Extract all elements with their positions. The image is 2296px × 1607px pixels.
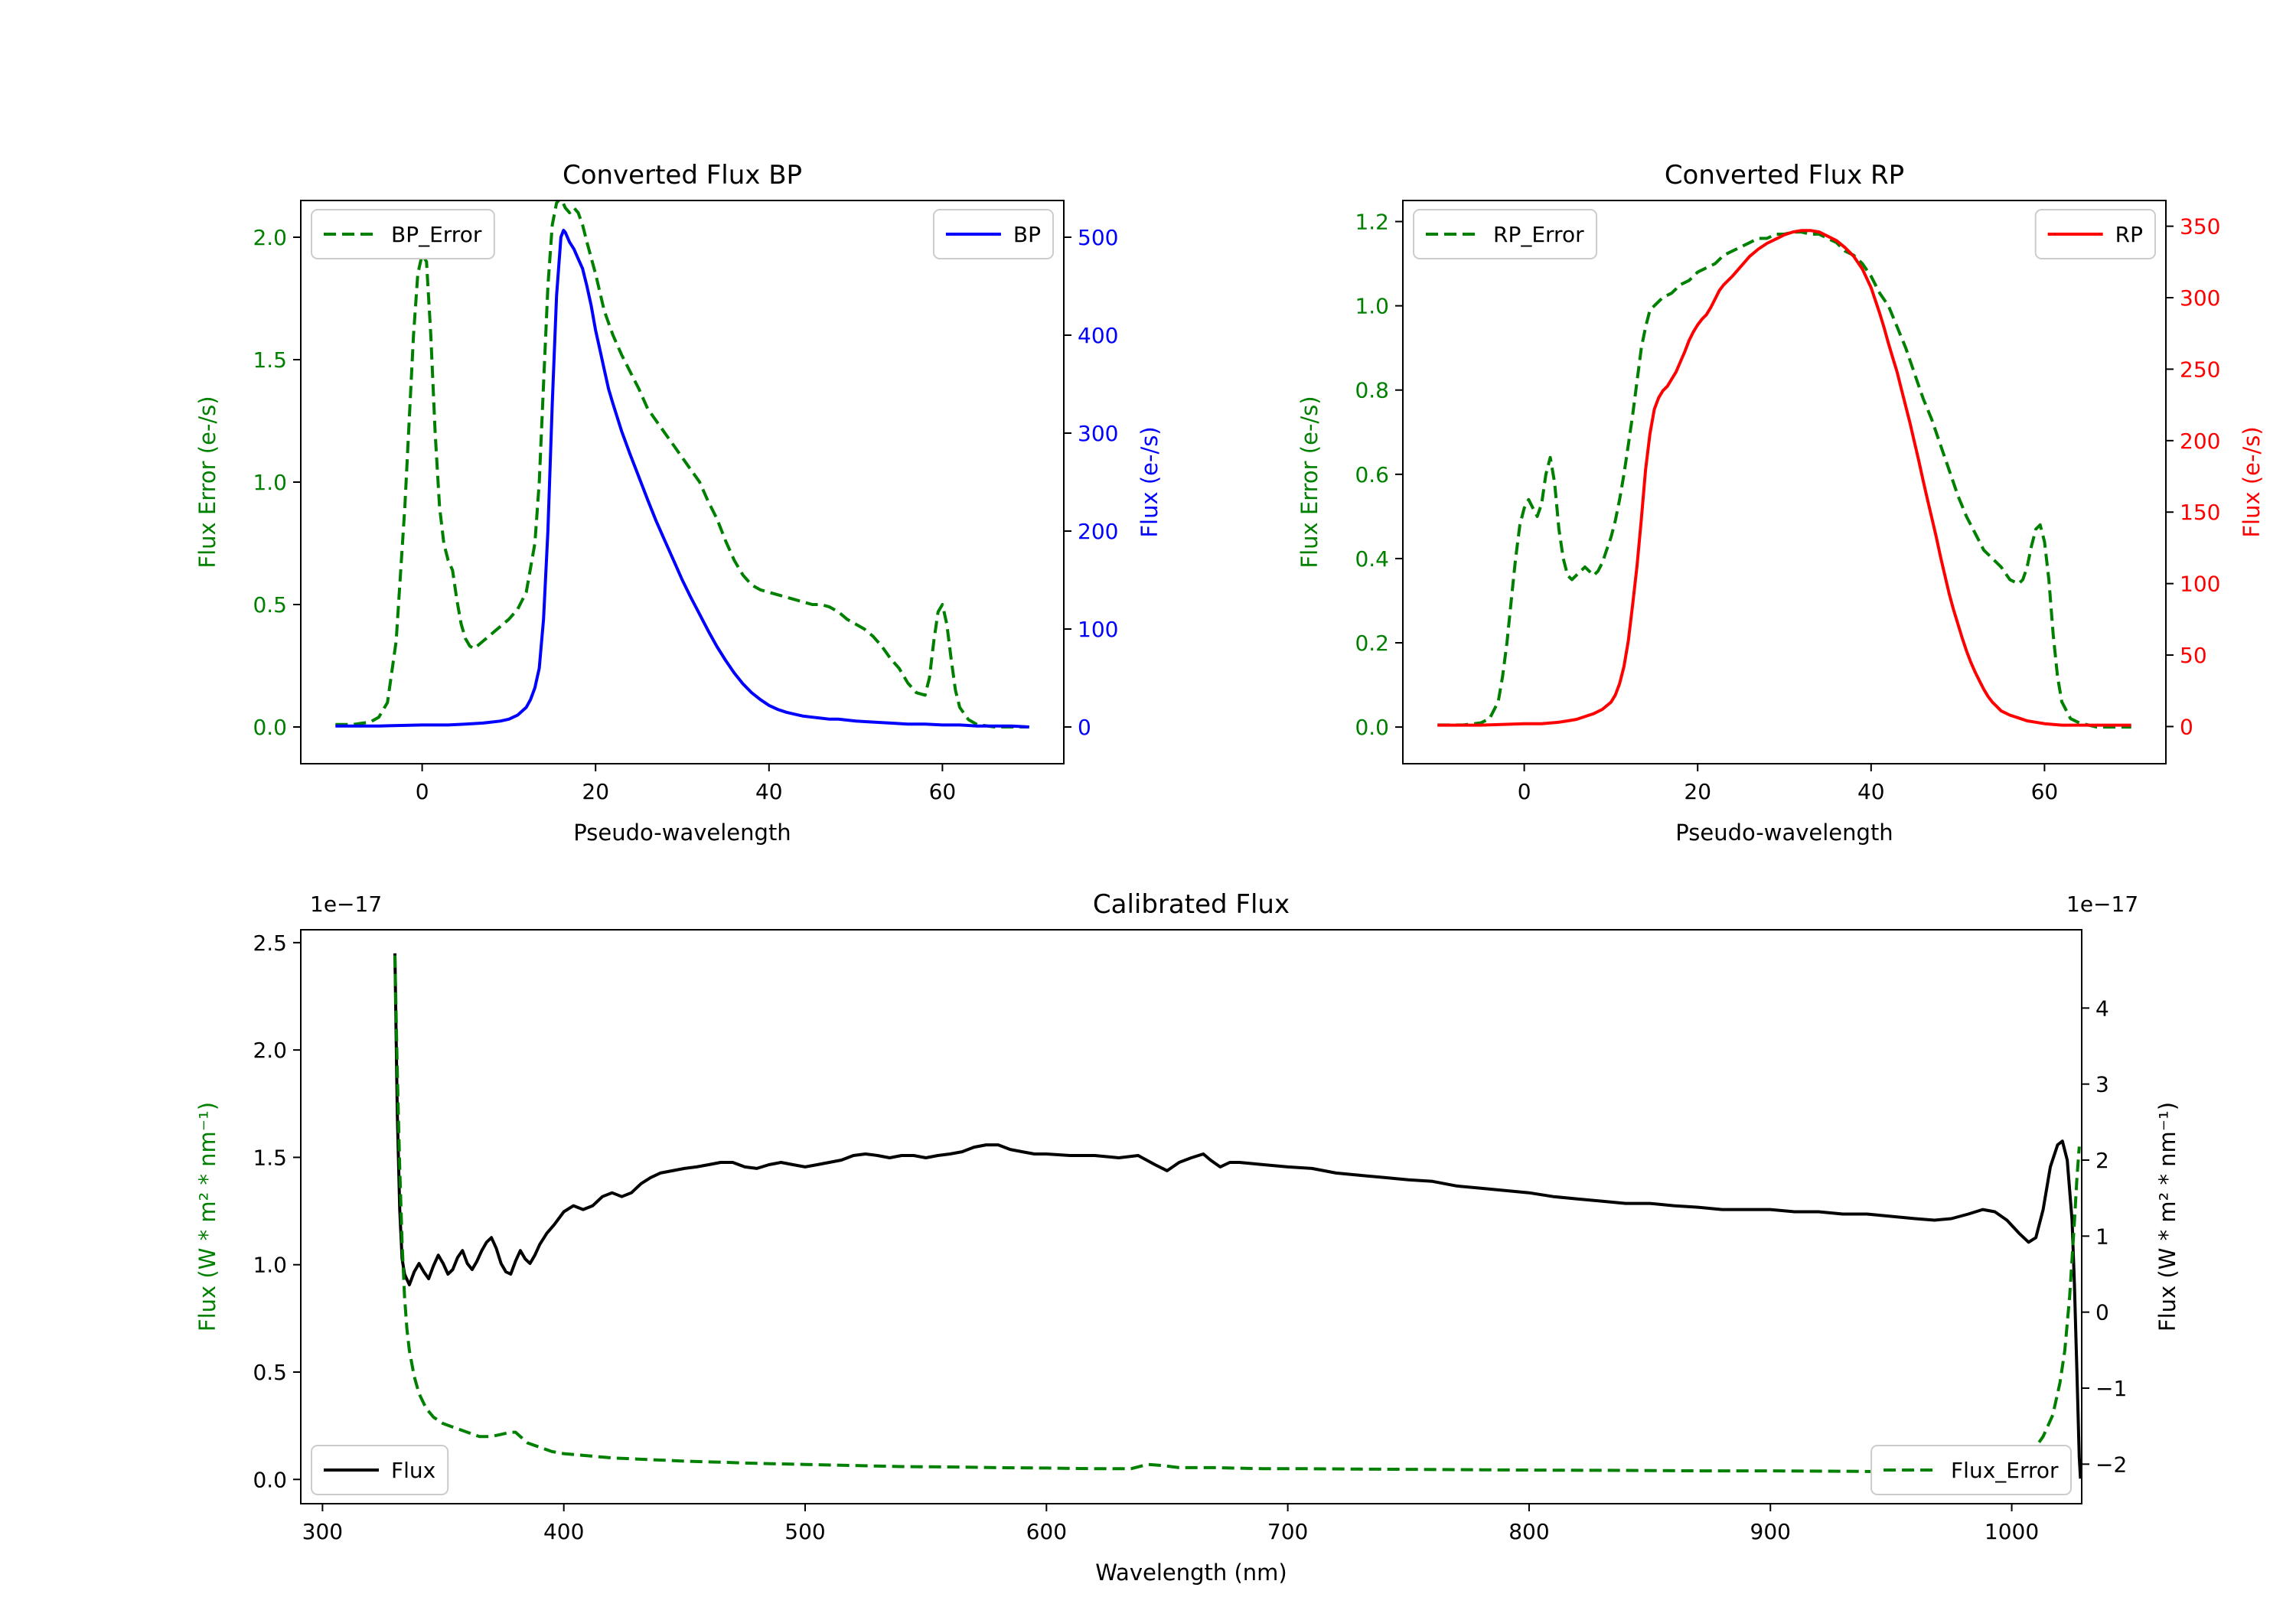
right-tick-label: 0 xyxy=(1078,715,1091,740)
left-tick-label: 0.2 xyxy=(1355,631,1389,656)
left-tick-label: 0.0 xyxy=(1355,715,1389,740)
legend-label: Flux xyxy=(391,1458,435,1483)
chart-rp: 0 20 40 60 0.0 0.2 0.4 0.6 0.8 1.0 1.2 0 50 100 150 200… xyxy=(1296,160,2265,846)
x-tick-label: 40 xyxy=(1857,779,1885,804)
left-axis-offset: 1e−17 xyxy=(310,892,382,917)
legend-label: BP xyxy=(1013,222,1041,247)
right-tick-label: 300 xyxy=(1078,421,1118,446)
right-tick-label: 100 xyxy=(2180,572,2220,597)
right-axis-offset: 1e−17 xyxy=(2066,892,2138,917)
series-line-Flux_Error xyxy=(393,955,2081,1474)
left-tick-label: 0.0 xyxy=(253,715,287,740)
left-tick-label: 1.2 xyxy=(1355,210,1389,235)
x-axis-label: Wavelength (nm) xyxy=(1095,1560,1287,1586)
x-tick-label: 300 xyxy=(302,1519,343,1544)
left-tick-label: 2.5 xyxy=(253,931,287,956)
right-tick-label: −2 xyxy=(2095,1452,2127,1477)
x-tick-label: 700 xyxy=(1267,1519,1308,1544)
x-tick-label: 20 xyxy=(1684,779,1711,804)
x-tick-label: 60 xyxy=(929,779,957,804)
series-line-RP_Error xyxy=(1437,230,2131,729)
right-tick-label: 2 xyxy=(2095,1148,2109,1173)
legend-frame xyxy=(1413,209,1598,259)
left-tick-label: 0.4 xyxy=(1355,546,1389,572)
left-tick-label: 0.5 xyxy=(253,592,287,618)
right-tick-label: 350 xyxy=(2180,214,2220,240)
left-tick-label: 1.0 xyxy=(253,470,287,495)
legend-label: RP_Error xyxy=(1493,222,1584,247)
legend-BP_Error: BP_Error xyxy=(311,209,495,259)
left-tick-label: 2.0 xyxy=(253,1038,287,1063)
right-tick-label: 4 xyxy=(2095,996,2109,1021)
chart-title: Converted Flux RP xyxy=(1665,160,1904,191)
x-tick-label: 1000 xyxy=(1985,1519,2039,1544)
legend-RP: RP xyxy=(2034,209,2156,259)
left-axis-label: Flux Error (e-/s) xyxy=(1296,396,1322,568)
x-tick-label: 60 xyxy=(2031,779,2059,804)
left-tick-label: 0.5 xyxy=(253,1360,287,1385)
legend-Flux: Flux xyxy=(311,1445,449,1495)
legend-BP: BP xyxy=(932,209,1054,259)
legend-RP_Error: RP_Error xyxy=(1413,209,1598,259)
right-tick-label: 0 xyxy=(2180,714,2193,739)
left-tick-label: 1.5 xyxy=(253,1145,287,1170)
left-tick-label: 1.0 xyxy=(253,1253,287,1278)
x-axis-label: Pseudo-wavelength xyxy=(1675,820,1893,846)
legend-label: Flux_Error xyxy=(1951,1458,2059,1483)
series-line-BP xyxy=(335,229,1029,729)
right-tick-label: 50 xyxy=(2180,643,2207,668)
chart-title: Calibrated Flux xyxy=(1093,889,1290,920)
x-tick-label: 800 xyxy=(1508,1519,1549,1544)
x-axis-label: Pseudo-wavelength xyxy=(573,820,791,846)
x-tick-label: 40 xyxy=(755,779,783,804)
left-tick-label: 2.0 xyxy=(253,225,287,250)
series-line-BP_Error xyxy=(335,200,1029,729)
legend-label: BP_Error xyxy=(391,222,482,247)
legend-frame xyxy=(1870,1445,2072,1495)
left-tick-label: 0.8 xyxy=(1355,378,1389,403)
right-tick-label: 250 xyxy=(2180,357,2220,382)
right-tick-label: 300 xyxy=(2180,285,2220,311)
left-tick-label: 1.0 xyxy=(1355,294,1389,319)
series-line-RP xyxy=(1437,229,2131,727)
x-tick-label: 20 xyxy=(582,779,609,804)
right-axis-label: Flux (e-/s) xyxy=(1137,426,1163,537)
right-tick-label: −1 xyxy=(2095,1376,2127,1401)
legend-frame xyxy=(311,209,495,259)
right-tick-label: 200 xyxy=(2180,429,2220,454)
legend-Flux_Error: Flux_Error xyxy=(1870,1445,2072,1495)
right-tick-label: 1 xyxy=(2095,1224,2109,1249)
axes-spines xyxy=(1402,200,2167,764)
legend-label: RP xyxy=(2115,222,2143,247)
right-tick-label: 500 xyxy=(1078,225,1118,250)
left-tick-label: 0.0 xyxy=(253,1467,287,1492)
x-tick-label: 900 xyxy=(1750,1519,1791,1544)
right-axis-label: Flux (e-/s) xyxy=(2239,426,2265,537)
x-tick-label: 400 xyxy=(543,1519,584,1544)
right-tick-label: 150 xyxy=(2180,500,2220,525)
left-tick-label: 0.6 xyxy=(1355,462,1389,487)
left-axis-label: Flux Error (e-/s) xyxy=(194,396,220,568)
series-line-Flux xyxy=(393,953,2082,1479)
chart-title: Converted Flux BP xyxy=(563,160,802,191)
right-tick-label: 100 xyxy=(1078,617,1118,642)
right-tick-label: 400 xyxy=(1078,323,1118,348)
left-tick-label: 1.5 xyxy=(253,347,287,373)
x-tick-label: 500 xyxy=(784,1519,825,1544)
x-tick-label: 0 xyxy=(416,779,429,804)
chart-calibrated: 300 400 500 600 700 800 900 1000 0.0 0.5 1.0 1.5 2.0… xyxy=(194,889,2180,1586)
axes-spines xyxy=(300,929,2082,1504)
left-axis-label: Flux (W * m² * nm⁻¹) xyxy=(194,1102,220,1332)
legend-frame xyxy=(311,1445,449,1495)
x-tick-label: 600 xyxy=(1026,1519,1067,1544)
right-tick-label: 0 xyxy=(2095,1300,2109,1325)
right-tick-label: 3 xyxy=(2095,1072,2109,1097)
chart-bp: 0 20 40 60 0.0 0.5 1.0 1.5 2.0 0 100 200 300 400 500 Co… xyxy=(194,160,1163,846)
right-tick-label: 200 xyxy=(1078,519,1118,544)
x-tick-label: 0 xyxy=(1518,779,1531,804)
right-axis-label: Flux (W * m² * nm⁻¹) xyxy=(2154,1102,2180,1332)
